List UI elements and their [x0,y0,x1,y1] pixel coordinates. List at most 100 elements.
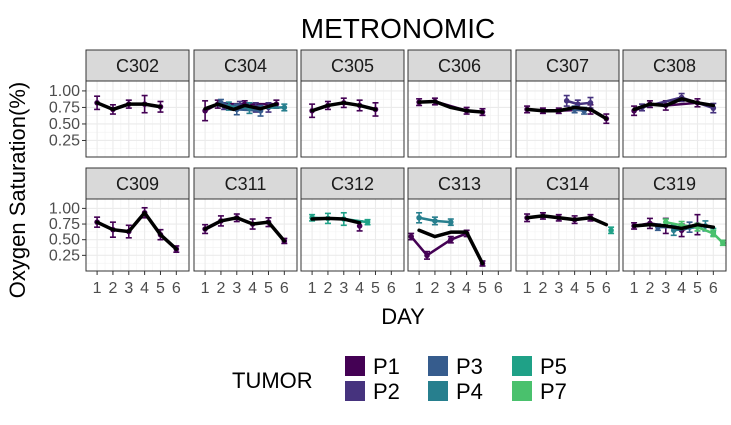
facet-strip [515,49,620,82]
x-tick-label: 1 [93,280,102,297]
mean-line [95,211,179,251]
x-tick-label: 6 [602,280,611,297]
panel-data [416,97,486,117]
y-tick-label: 0.25 [49,132,80,149]
panel-background [516,199,619,271]
panel-border [622,198,727,272]
facet-strip-label: C311 [225,174,267,194]
legend-label: P1 [373,354,400,379]
x-tick-label: 6 [709,280,718,297]
data-point [281,104,288,111]
facet-c308: C308 [622,49,727,158]
data-point [356,223,363,229]
x-tick-label: 2 [645,280,654,297]
panel-data [94,206,180,254]
x-tick-label: 1 [415,280,424,297]
y-tick-label: 0.75 [49,216,80,233]
y-tick-label: 1.00 [49,83,80,100]
legend-entry-p1: P1 [345,354,400,379]
mean-line [632,222,716,231]
legend-entry-p4: P4 [428,379,483,404]
x-tick-label: 4 [462,280,471,297]
mean-line [525,105,609,121]
data-point [587,100,594,106]
x-tick-label: 3 [446,280,455,297]
panel-background [301,81,404,157]
x-tick-label: 1 [308,280,317,297]
legend-label: P2 [373,379,400,404]
facet-strip [515,167,620,200]
panel-data [94,94,164,115]
x-tick-label: 4 [570,280,579,297]
mean-line [310,101,378,113]
x-tick-label: 5 [586,280,595,297]
panel-background [194,81,297,157]
facet-strip-label: C308 [653,56,696,76]
legend-label: P4 [456,379,483,404]
data-point [447,236,454,243]
legend-swatch [428,356,448,376]
data-point [720,240,726,246]
legend-swatch [428,381,448,401]
legend-swatch [512,356,532,376]
data-point [408,233,414,240]
x-tick-label: 3 [339,280,348,297]
legend-entry-p3: P3 [428,354,483,379]
legend-label: P3 [456,354,483,379]
facet-strip-label: C319 [653,174,696,194]
facet-strip-label: C304 [224,56,267,76]
mean-line [417,99,485,114]
facet-strip [622,49,727,82]
data-point [447,219,454,225]
x-tick-label: 3 [554,280,563,297]
facet-strip-label: C314 [546,174,589,194]
legend-label: P5 [540,354,567,379]
facet-strip [407,167,512,200]
panel-border [193,198,298,272]
facet-c319: C319 1 2 3 4 5 6 [622,167,727,297]
x-tick-label: 5 [264,280,273,297]
panel-data [524,94,610,125]
x-tick-label: 2 [323,280,332,297]
x-tick-label: 5 [371,280,380,297]
legend-label: P7 [540,379,567,404]
x-tick-label: 4 [248,280,257,297]
mean-line [203,102,279,112]
mean-line [525,214,609,227]
panel-background [86,199,189,271]
legend-title: TUMOR [232,368,313,393]
y-axis-label: Oxygen Saturation(%) [5,82,30,298]
panel-data [524,211,615,235]
panel-border [407,80,512,158]
x-tick-label: 6 [387,280,396,297]
x-tick-label: 5 [693,280,702,297]
x-tick-label: 1 [523,280,532,297]
x-tick-label: 5 [478,280,487,297]
mean-line [95,101,163,112]
panel-border [515,80,620,158]
facet-c314: C314 1 2 3 4 5 6 [515,167,620,297]
series-p4 [416,211,454,227]
facet-strip-label: C302 [116,56,159,76]
x-axis-label: DAY [381,304,425,329]
facet-strip-label: C312 [331,174,374,194]
panel-background [408,81,511,157]
x-tick-label: 3 [232,280,241,297]
panel-data [408,211,486,267]
facet-c302: C302 0.250.500.751.00 [49,49,190,158]
y-tick-label: 1.00 [49,200,80,217]
x-tick-label: 2 [538,280,547,297]
panel-background [86,81,189,157]
legend-swatch [512,381,532,401]
x-tick-label: 6 [172,280,181,297]
data-point [608,227,614,234]
data-point [710,230,717,237]
facet-c309: C309 0.250.500.751.00 1 2 3 4 5 6 [49,167,190,297]
legend-swatch [345,381,365,401]
data-point [364,219,371,225]
facet-strip-label: C306 [438,56,481,76]
series-p7 [662,218,726,247]
x-tick-label: 4 [355,280,364,297]
facet-c313: C313 1 2 3 4 5 6 [407,167,512,297]
